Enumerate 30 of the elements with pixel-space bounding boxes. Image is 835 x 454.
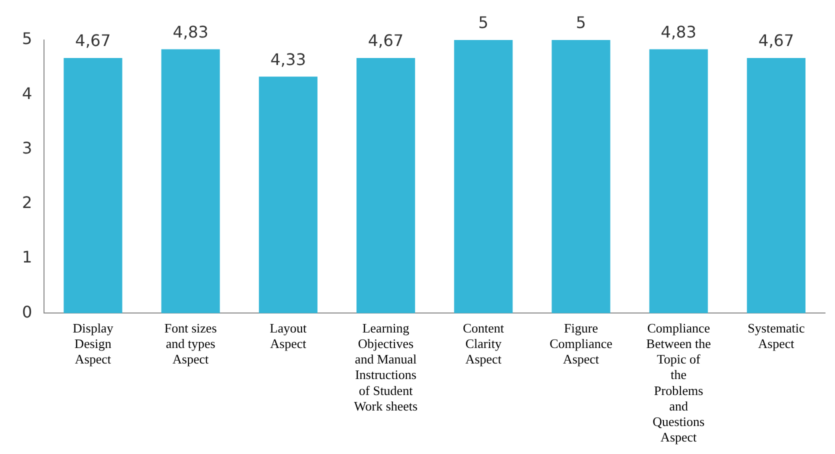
bar [258, 76, 318, 314]
data-label: 5 [576, 13, 586, 32]
bar [649, 49, 708, 314]
x-tick-label: Layout Aspect [270, 320, 307, 352]
x-tick-label: Display Design Aspect [72, 320, 114, 367]
bar [746, 58, 806, 314]
data-label: 4,67 [368, 31, 404, 50]
x-tick-label: Font sizes and types Aspect [164, 320, 217, 367]
y-tick-label: 1 [22, 248, 32, 267]
x-tick-label: Systematic Aspect [748, 320, 805, 352]
x-tick-label: Content Clarity Aspect [462, 320, 504, 367]
data-label: 4,67 [758, 31, 794, 50]
y-tick-label: 5 [22, 29, 32, 48]
x-tick-label: Learning Objectives and Manual Instructions of Student Work sheets [354, 320, 418, 414]
data-label: 4,83 [660, 22, 696, 42]
bar [552, 40, 610, 314]
y-tick-label: 0 [22, 302, 32, 322]
data-label: 5 [478, 13, 488, 32]
bar [356, 58, 416, 314]
data-label: 4,83 [172, 22, 208, 42]
y-tick-label: 2 [22, 193, 32, 212]
x-tick-label: Compliance Between the Topic of the Problems and Questions Aspect [646, 320, 712, 445]
bar [64, 58, 122, 314]
bar [454, 40, 513, 314]
y-tick-label: 3 [22, 138, 32, 158]
y-tick-label: 4 [22, 84, 32, 103]
x-tick-label: Figure Compliance Aspect [550, 320, 613, 367]
data-label: 4,33 [270, 50, 306, 69]
bar [161, 49, 220, 314]
data-label: 4,67 [75, 31, 111, 50]
